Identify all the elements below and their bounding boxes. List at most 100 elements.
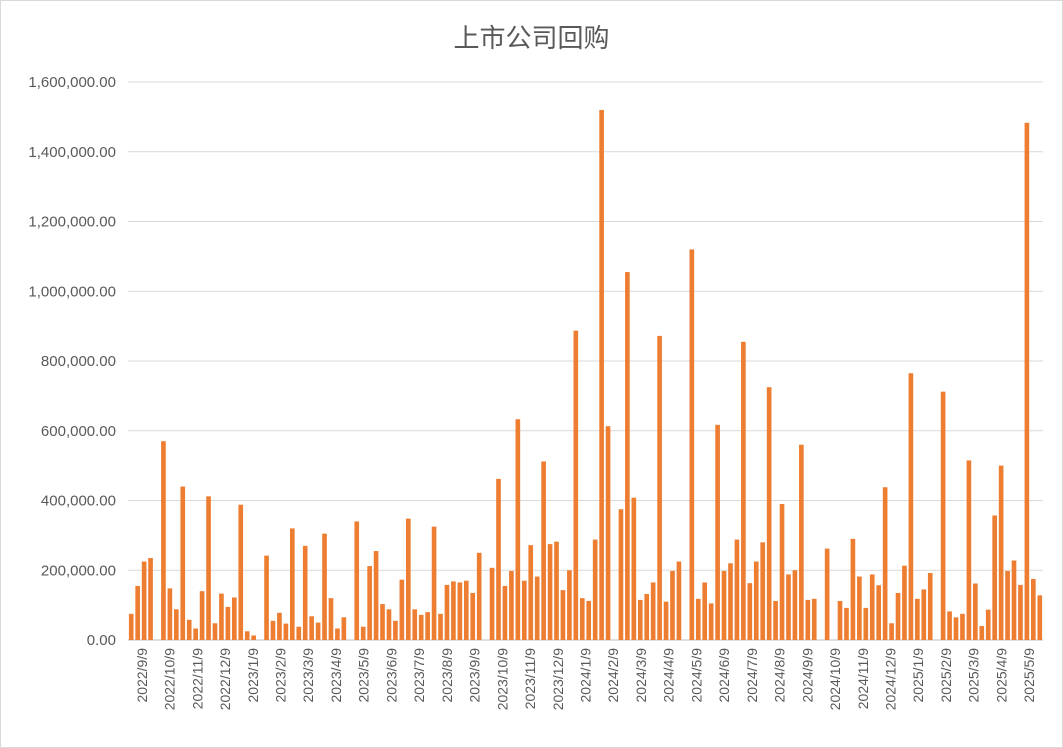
bar [541,461,546,640]
bar [1005,570,1010,640]
bars [128,109,1043,641]
bar [869,574,875,640]
bar [592,539,598,640]
bar [167,588,173,640]
x-tick-label: 2023/12/9 [550,648,566,710]
bar [1037,595,1043,640]
x-tick-label: 2023/10/9 [494,648,510,710]
bar [779,503,785,640]
x-tick-label: 2024/9/9 [799,648,815,703]
bar [618,509,624,640]
x-tick-label: 2024/1/9 [578,648,594,703]
bar [625,272,630,640]
bar [380,604,385,640]
bar [412,609,418,640]
x-tick-label: 2023/2/9 [273,648,289,703]
bar [747,583,753,640]
bar [302,545,308,640]
bar [728,563,733,640]
bar [386,609,392,640]
bar [889,623,894,640]
bar [244,631,250,640]
bar [451,581,456,640]
bar [225,606,231,640]
bar [734,539,740,640]
bar [528,545,534,640]
x-tick-label: 2023/1/9 [245,648,261,703]
bar [915,598,920,640]
bar [567,570,572,640]
bar [315,622,321,640]
x-tick-label: 2025/5/9 [1021,648,1037,703]
bar [431,526,437,640]
bar [174,609,179,640]
bar [360,626,366,640]
bar [238,504,244,640]
x-tick-label: 2024/2/9 [605,648,621,703]
bar [457,582,463,640]
x-tick-label: 2023/9/9 [467,648,483,703]
bar [521,580,527,640]
bar [554,541,559,640]
bar [232,597,237,640]
bar [264,555,269,640]
x-tick-label: 2024/10/9 [827,648,843,710]
bar [161,441,166,640]
bar [844,607,849,640]
bar [579,598,585,640]
x-tick-label: 2025/3/9 [966,648,982,703]
bar [663,601,669,640]
bar [824,548,830,640]
bar [212,623,218,640]
bar [973,583,978,640]
bar [741,341,746,640]
x-tick-label: 2024/8/9 [772,648,788,703]
bar [296,626,302,640]
bar [463,580,469,640]
bar [721,570,727,640]
bar [1018,584,1023,640]
bar [367,566,372,640]
x-tick-label: 2023/6/9 [383,648,399,703]
bar [586,600,592,640]
bar [534,576,540,640]
x-tick-label: 2022/11/9 [189,648,205,709]
y-tick-label: 1,200,000.00 [28,214,116,231]
bar [702,582,708,640]
y-tick-label: 1,600,000.00 [28,74,116,91]
bar [141,561,147,640]
bar [219,593,224,640]
bar [799,444,804,640]
bar [515,419,521,640]
bar [560,590,566,640]
bar [1011,560,1017,640]
bar [354,521,360,640]
bar [335,628,340,640]
x-tick-label: 2024/11/9 [855,648,871,709]
bar [393,620,398,640]
y-axis-labels: 0.00 200,000.00 400,000.00 600,000.00 800,00… [28,74,116,649]
bar [328,598,334,640]
bar [753,561,759,640]
bar [786,574,791,640]
x-tick-label: 2023/4/9 [328,648,344,703]
bar [128,613,134,640]
bar [773,600,778,640]
bar [882,487,888,640]
x-tick-label: 2023/7/9 [411,648,427,703]
bar [857,576,862,640]
bar [341,617,347,640]
bar [1031,578,1036,640]
bar [766,387,772,640]
y-tick-label: 800,000.00 [41,353,116,370]
bar [373,551,379,640]
y-tick-label: 1,400,000.00 [28,144,116,161]
bar [876,585,882,640]
x-tick-label: 2024/5/9 [688,648,704,703]
bar [715,424,720,640]
y-tick-label: 400,000.00 [41,493,116,510]
bar [670,570,675,640]
x-tick-label: 2024/4/9 [661,648,677,703]
x-tick-label: 2023/5/9 [356,648,372,703]
